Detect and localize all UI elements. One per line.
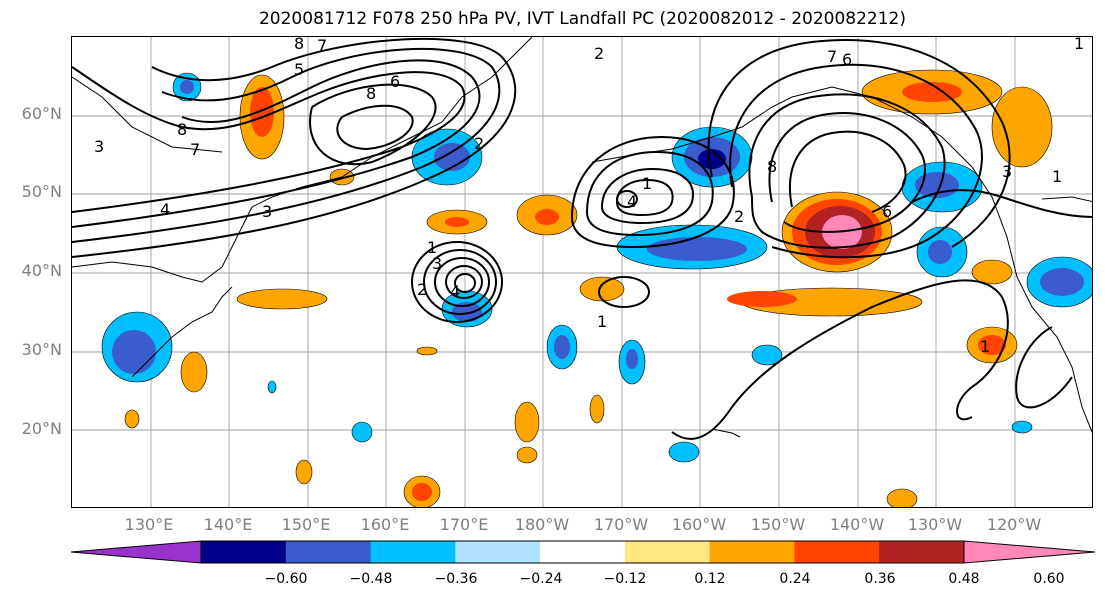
colorbar-tick: 0.36 — [864, 571, 896, 587]
lon-label: 160°W — [671, 515, 727, 534]
colorbar — [71, 540, 1095, 564]
colorbar-tick: 0.12 — [694, 571, 726, 587]
colorbar-segment — [455, 541, 541, 563]
colorbar-segment — [540, 541, 626, 563]
colorbar-tick: −0.12 — [603, 571, 647, 587]
map-panel: 8 7 5 6 8 8 7 3 4 3 2 2 1 1 1 2 3 4 4 2 … — [71, 36, 1093, 508]
contour-label: 1 — [427, 238, 437, 257]
contour-label: 6 — [882, 202, 892, 221]
colorbar-segment — [794, 541, 880, 563]
ivt-contours — [72, 37, 1092, 440]
contour-label: 6 — [390, 72, 400, 91]
lon-label: 130°W — [907, 515, 963, 534]
contour-label: 8 — [177, 120, 187, 139]
map-canvas: 8 7 5 6 8 8 7 3 4 3 2 2 1 1 1 2 3 4 4 2 … — [72, 37, 1092, 507]
contour-label: 8 — [366, 84, 376, 103]
pv-shading — [101, 69, 1092, 507]
lat-label-50n: 50°N — [21, 182, 62, 201]
lon-label: 130°E — [124, 515, 174, 534]
lon-label: 160°E — [360, 515, 410, 534]
map-title: 2020081712 F078 250 hPa PV, IVT Landfall… — [258, 9, 906, 29]
colorbar-tick: −0.36 — [434, 571, 478, 587]
colorbar-tick: 0.24 — [779, 571, 811, 587]
contour-label: 3 — [262, 202, 272, 221]
lon-label: 170°W — [593, 515, 649, 534]
contour-label: 1 — [597, 312, 607, 331]
lon-label: 180°W — [514, 515, 570, 534]
lat-label-30n: 30°N — [21, 340, 62, 359]
lat-label-20n: 20°N — [21, 419, 62, 438]
colorbar-tick: −0.24 — [519, 571, 563, 587]
contour-label: 4 — [627, 192, 637, 211]
contour-label: 8 — [294, 37, 304, 53]
contour-label: 4 — [450, 282, 460, 301]
lat-label-40n: 40°N — [21, 261, 62, 280]
colorbar-segment — [709, 541, 795, 563]
contour-label: 1 — [1074, 37, 1084, 53]
contour-labels: 8 7 5 6 8 8 7 3 4 3 2 2 1 1 1 2 3 4 4 2 … — [94, 37, 1084, 356]
contour-label: 6 — [842, 50, 852, 69]
colorbar-segment — [624, 541, 711, 563]
lon-label: 170°E — [439, 515, 489, 534]
contour-label: 7 — [827, 47, 837, 66]
contour-label: 5 — [294, 60, 304, 79]
contour-label: 2 — [734, 207, 744, 226]
colorbar-tick: 0.48 — [948, 571, 980, 587]
contour-label: 4 — [160, 200, 170, 219]
lat-label-60n: 60°N — [21, 104, 62, 123]
contour-label: 3 — [94, 137, 104, 156]
colorbar-segment — [71, 541, 201, 563]
contour-label: 1 — [1052, 167, 1062, 186]
colorbar-segment — [201, 541, 287, 563]
contour-label: 1 — [980, 337, 990, 356]
colorbar-frame — [200, 540, 965, 564]
colorbar-tick: −0.48 — [349, 571, 393, 587]
contour-label: 2 — [594, 44, 604, 63]
colorbar-segment — [964, 541, 1095, 563]
lon-label: 140°E — [203, 515, 253, 534]
colorbar-segment — [285, 541, 372, 563]
lon-label: 120°W — [986, 515, 1042, 534]
contour-label: 3 — [432, 254, 442, 273]
contour-label: 8 — [767, 157, 777, 176]
contour-label: 7 — [317, 37, 327, 55]
lon-label: 140°W — [829, 515, 885, 534]
colorbar-tick: 0.60 — [1033, 571, 1065, 587]
contour-label: 7 — [190, 140, 200, 159]
colorbar-segment — [370, 541, 456, 563]
lon-label: 150°W — [750, 515, 806, 534]
contour-label: 3 — [1002, 162, 1012, 181]
contour-label: 1 — [642, 174, 652, 193]
colorbar-segment — [879, 541, 965, 563]
colorbar-tick: −0.60 — [264, 571, 308, 587]
contour-label: 2 — [417, 280, 427, 299]
contour-label: 2 — [474, 134, 484, 153]
lon-label: 150°E — [281, 515, 331, 534]
